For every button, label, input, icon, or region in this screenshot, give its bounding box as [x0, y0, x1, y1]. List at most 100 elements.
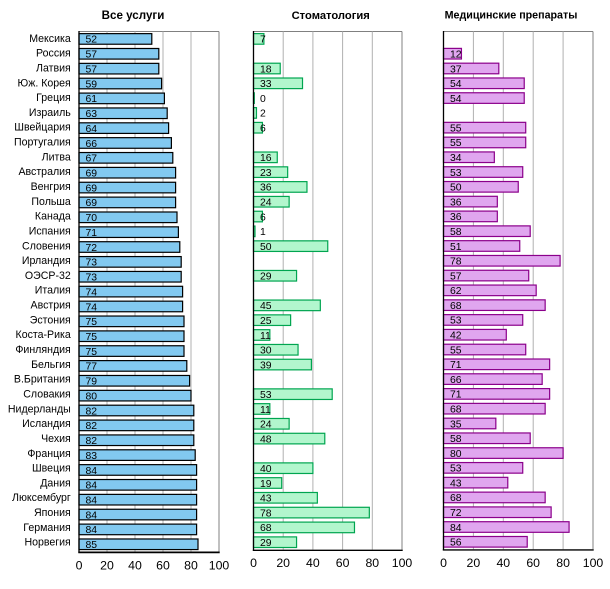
svg-text:57: 57 — [450, 271, 462, 282]
svg-text:48: 48 — [260, 434, 272, 445]
svg-text:80: 80 — [184, 559, 198, 573]
svg-text:Юж. Корея: Юж. Корея — [18, 77, 71, 89]
svg-text:70: 70 — [86, 213, 98, 224]
svg-text:63: 63 — [86, 109, 98, 120]
svg-text:Бельгия: Бельгия — [31, 359, 71, 371]
svg-text:Россия: Россия — [36, 48, 71, 60]
svg-text:67: 67 — [86, 154, 98, 165]
svg-text:59: 59 — [86, 79, 98, 90]
svg-text:Все услуги: Все услуги — [102, 9, 165, 22]
svg-text:72: 72 — [86, 243, 98, 254]
svg-text:78: 78 — [260, 508, 272, 519]
svg-text:33: 33 — [260, 79, 272, 90]
svg-text:61: 61 — [86, 94, 98, 105]
svg-text:84: 84 — [86, 466, 98, 477]
svg-text:Италия: Италия — [35, 285, 71, 297]
svg-text:60: 60 — [526, 556, 540, 570]
svg-text:6: 6 — [260, 124, 266, 135]
svg-text:53: 53 — [450, 316, 462, 327]
svg-text:Литва: Литва — [42, 151, 71, 163]
svg-text:Венгрия: Венгрия — [31, 181, 71, 193]
svg-text:23: 23 — [260, 168, 272, 179]
svg-text:54: 54 — [450, 79, 462, 90]
svg-text:12: 12 — [450, 49, 462, 60]
svg-text:69: 69 — [86, 198, 98, 209]
svg-text:Германия: Германия — [23, 522, 71, 534]
svg-text:55: 55 — [450, 138, 462, 149]
svg-text:Ирландия: Ирландия — [22, 255, 71, 267]
svg-text:100: 100 — [209, 559, 230, 573]
svg-text:7: 7 — [260, 35, 266, 46]
svg-text:Австрия: Австрия — [31, 300, 71, 312]
svg-text:71: 71 — [450, 390, 462, 401]
svg-text:53: 53 — [450, 464, 462, 475]
svg-text:66: 66 — [450, 375, 462, 386]
svg-text:29: 29 — [260, 538, 272, 549]
svg-text:84: 84 — [86, 510, 98, 521]
svg-text:80: 80 — [450, 449, 462, 460]
svg-text:60: 60 — [336, 556, 350, 570]
svg-text:ОЭСР-32: ОЭСР-32 — [25, 270, 71, 282]
svg-text:11: 11 — [260, 331, 271, 342]
svg-text:0: 0 — [250, 556, 257, 570]
svg-text:72: 72 — [450, 508, 462, 519]
svg-text:Латвия: Латвия — [36, 62, 71, 74]
svg-text:54: 54 — [450, 94, 462, 105]
svg-text:74: 74 — [86, 287, 98, 298]
svg-text:64: 64 — [86, 124, 98, 135]
svg-text:20: 20 — [467, 556, 481, 570]
svg-text:39: 39 — [260, 360, 272, 371]
svg-text:Люксембург: Люксембург — [12, 492, 71, 504]
svg-text:78: 78 — [450, 257, 462, 268]
svg-text:Нидерланды: Нидерланды — [8, 403, 71, 415]
svg-text:25: 25 — [260, 316, 272, 327]
svg-text:80: 80 — [556, 556, 570, 570]
svg-text:45: 45 — [260, 301, 272, 312]
svg-text:100: 100 — [392, 556, 413, 570]
svg-text:24: 24 — [260, 198, 272, 209]
svg-text:40: 40 — [260, 464, 272, 475]
svg-text:55: 55 — [450, 123, 462, 134]
svg-text:Исландия: Исландия — [22, 418, 71, 430]
svg-text:20: 20 — [100, 559, 114, 573]
svg-text:37: 37 — [450, 64, 462, 75]
svg-text:Дания: Дания — [40, 477, 71, 489]
svg-text:66: 66 — [86, 139, 98, 150]
svg-text:34: 34 — [450, 153, 462, 164]
svg-text:80: 80 — [86, 391, 98, 402]
svg-text:84: 84 — [450, 523, 462, 534]
svg-text:6: 6 — [260, 212, 266, 223]
svg-text:71: 71 — [450, 360, 462, 371]
svg-text:69: 69 — [86, 183, 98, 194]
svg-text:Мексика: Мексика — [29, 33, 71, 45]
svg-text:84: 84 — [86, 495, 98, 506]
svg-text:73: 73 — [86, 273, 98, 284]
svg-text:Финляндия: Финляндия — [15, 344, 70, 356]
svg-text:50: 50 — [450, 183, 462, 194]
svg-text:82: 82 — [86, 436, 98, 447]
svg-text:0: 0 — [440, 556, 447, 570]
svg-text:55: 55 — [450, 345, 462, 356]
svg-text:Стоматология: Стоматология — [292, 10, 370, 22]
svg-text:73: 73 — [86, 258, 98, 269]
svg-text:Норвегия: Норвегия — [24, 537, 70, 549]
svg-text:40: 40 — [128, 559, 142, 573]
svg-text:100: 100 — [583, 556, 604, 570]
svg-text:Швейцария: Швейцария — [14, 122, 71, 134]
svg-text:24: 24 — [260, 420, 272, 431]
svg-text:75: 75 — [86, 317, 98, 328]
svg-text:57: 57 — [86, 50, 98, 61]
svg-text:Эстония: Эстония — [30, 314, 71, 326]
svg-text:58: 58 — [450, 434, 462, 445]
svg-text:52: 52 — [86, 35, 98, 46]
svg-text:82: 82 — [86, 421, 98, 432]
svg-text:Португалия: Португалия — [14, 137, 71, 149]
svg-text:Чехия: Чехия — [41, 433, 71, 445]
svg-text:57: 57 — [86, 64, 98, 75]
svg-text:30: 30 — [260, 346, 272, 357]
svg-text:84: 84 — [86, 481, 98, 492]
svg-text:42: 42 — [450, 331, 462, 342]
svg-text:43: 43 — [260, 494, 272, 505]
svg-text:35: 35 — [450, 419, 462, 430]
svg-text:68: 68 — [450, 301, 462, 312]
